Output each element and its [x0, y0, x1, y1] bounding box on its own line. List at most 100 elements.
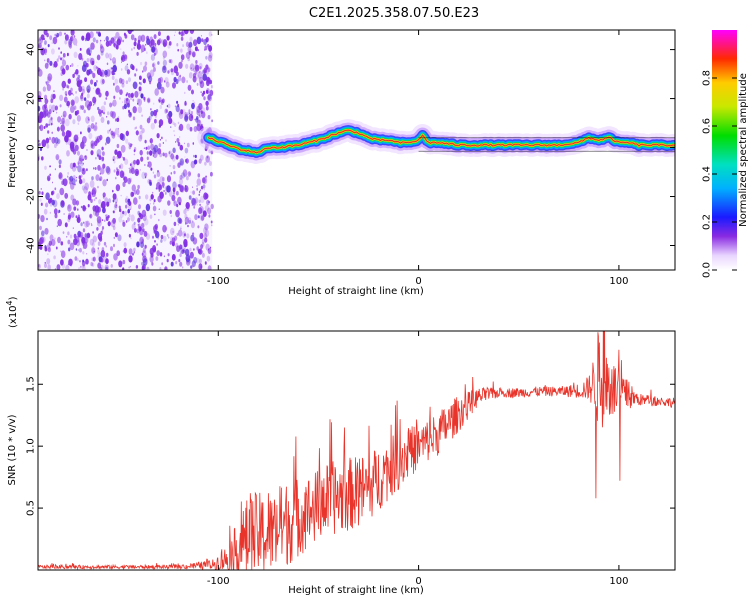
- noise-speckle: [73, 206, 77, 211]
- noise-speckle: [97, 164, 101, 171]
- noise-speckle: [210, 85, 213, 89]
- noise-speckle: [77, 80, 82, 87]
- noise-speckle: [139, 130, 143, 137]
- noise-speckle: [86, 232, 91, 239]
- noise-speckle: [204, 237, 208, 243]
- noise-speckle: [62, 87, 64, 91]
- noise-speckle: [160, 100, 164, 105]
- noise-speckle: [160, 234, 164, 240]
- noise-speckle: [177, 121, 180, 125]
- noise-speckle: [176, 245, 181, 252]
- noise-speckle: [45, 53, 47, 55]
- noise-speckle: [128, 77, 131, 83]
- noise-speckle: [96, 135, 101, 143]
- noise-speckle: [53, 255, 56, 260]
- noise-speckle: [105, 52, 109, 59]
- noise-speckle: [188, 72, 193, 79]
- noise-speckle: [38, 105, 41, 112]
- noise-speckle: [192, 142, 195, 145]
- noise-speckle: [183, 233, 186, 237]
- noise-speckle: [122, 157, 126, 161]
- noise-speckle: [168, 151, 171, 155]
- noise-speckle: [58, 164, 62, 169]
- noise-speckle: [191, 102, 195, 110]
- noise-speckle: [144, 176, 147, 179]
- noise-speckle: [56, 225, 58, 228]
- noise-speckle: [154, 42, 157, 46]
- noise-speckle: [69, 234, 73, 239]
- noise-speckle: [111, 102, 114, 106]
- noise-speckle: [168, 190, 173, 197]
- noise-speckle: [158, 189, 160, 192]
- noise-speckle: [204, 204, 209, 212]
- noise-speckle: [155, 256, 159, 261]
- noise-speckle: [191, 89, 194, 95]
- noise-speckle: [74, 96, 79, 104]
- noise-speckle: [91, 192, 94, 195]
- noise-speckle: [81, 185, 85, 191]
- noise-speckle: [70, 30, 75, 36]
- noise-speckle: [78, 85, 83, 93]
- noise-speckle: [46, 32, 49, 38]
- noise-speckle: [128, 266, 130, 269]
- noise-speckle: [68, 247, 71, 252]
- noise-speckle: [92, 104, 94, 107]
- noise-speckle: [82, 241, 88, 249]
- noise-speckle: [203, 210, 206, 215]
- noise-speckle: [74, 183, 76, 186]
- noise-speckle: [152, 245, 157, 252]
- noise-speckle: [87, 47, 92, 56]
- noise-speckle: [130, 214, 135, 222]
- noise-speckle: [81, 167, 83, 169]
- noise-speckle: [198, 248, 203, 255]
- noise-speckle: [43, 126, 46, 129]
- noise-speckle: [189, 126, 193, 132]
- noise-speckle: [122, 250, 125, 253]
- noise-speckle: [137, 210, 140, 215]
- noise-speckle: [144, 244, 147, 249]
- noise-speckle: [204, 261, 207, 265]
- noise-speckle: [195, 117, 199, 123]
- noise-speckle: [112, 193, 117, 200]
- noise-speckle: [44, 245, 47, 249]
- noise-speckle: [91, 176, 94, 181]
- snr-x-label: Height of straight line (km): [288, 585, 424, 596]
- noise-speckle: [49, 211, 52, 214]
- noise-speckle: [203, 38, 208, 46]
- noise-speckle: [150, 39, 155, 46]
- noise-speckle: [86, 93, 90, 99]
- noise-speckle: [132, 106, 137, 114]
- noise-speckle: [196, 123, 201, 132]
- noise-speckle: [42, 52, 44, 55]
- noise-speckle: [194, 64, 198, 70]
- noise-speckle: [85, 258, 89, 265]
- noise-speckle: [175, 141, 177, 143]
- noise-speckle: [198, 113, 202, 118]
- noise-speckle: [167, 70, 170, 74]
- noise-speckle: [191, 220, 194, 223]
- noise-speckle: [47, 76, 52, 83]
- noise-speckle: [61, 131, 66, 137]
- y-tick-label: 1.5: [26, 376, 37, 392]
- noise-speckle: [142, 228, 145, 233]
- noise-speckle: [198, 158, 202, 164]
- noise-speckle: [99, 176, 103, 181]
- noise-speckle: [101, 146, 104, 151]
- noise-speckle: [94, 167, 97, 170]
- noise-speckle: [74, 72, 76, 75]
- noise-speckle: [198, 71, 200, 74]
- noise-speckle: [103, 101, 107, 106]
- noise-speckle: [170, 227, 175, 236]
- noise-speckle: [58, 211, 60, 214]
- noise-speckle: [198, 114, 200, 117]
- noise-speckle: [64, 34, 69, 41]
- noise-speckle: [201, 123, 203, 127]
- noise-speckle: [114, 203, 118, 209]
- noise-speckle: [150, 110, 154, 117]
- noise-speckle: [196, 82, 199, 86]
- noise-speckle: [136, 51, 139, 56]
- noise-speckle: [134, 127, 136, 130]
- noise-speckle: [172, 121, 175, 126]
- noise-speckle: [90, 115, 95, 123]
- noise-speckle: [208, 160, 212, 166]
